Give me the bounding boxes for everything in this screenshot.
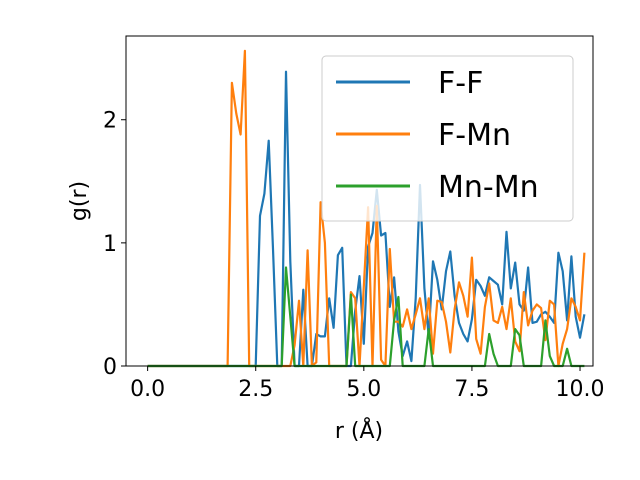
legend-frame (321, 55, 574, 222)
y-tick-label: 0 (103, 355, 117, 380)
y-tick-label: 2 (103, 109, 117, 134)
y-tick-label: 1 (103, 232, 117, 257)
x-tick-label: 0.0 (130, 377, 165, 402)
legend-label-mn-mn: Mn-Mn (438, 170, 539, 205)
legend-label-f-f: F-F (438, 66, 483, 101)
legend-label-f-mn: F-Mn (438, 118, 511, 153)
y-axis-label: g(r) (67, 181, 92, 221)
x-axis-label: r (Å) (335, 417, 383, 444)
x-tick-label: 2.5 (238, 377, 273, 402)
x-ticks: 0.0 2.5 5.0 7.5 10.0 (130, 366, 605, 402)
x-tick-label: 10.0 (556, 377, 605, 402)
series-line-f-f (147, 70, 586, 368)
series-line-f-mn (147, 49, 586, 368)
x-tick-label: 7.5 (454, 377, 489, 402)
legend: F-F F-Mn Mn-Mn (321, 55, 574, 222)
x-tick-label: 5.0 (346, 377, 381, 402)
y-ticks: 0 1 2 (103, 109, 126, 380)
plot-frame (125, 35, 594, 367)
